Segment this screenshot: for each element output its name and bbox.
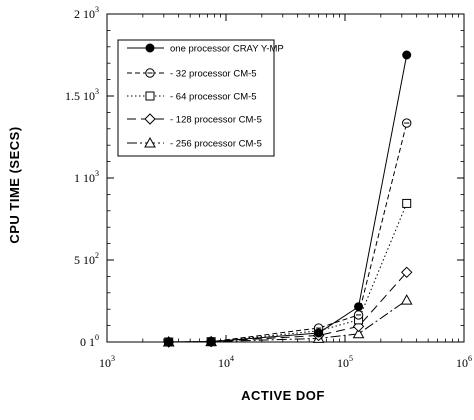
series-3-point [402, 198, 412, 208]
legend: one processor CRAY Y-MP - 32 processor CM… [117, 39, 284, 157]
series-1-point [206, 337, 216, 347]
series-5-point [400, 294, 413, 305]
series-1-point [402, 50, 412, 60]
legend-marker-1 [145, 43, 155, 53]
series-1-point [354, 302, 364, 312]
series-line-3 [168, 203, 408, 343]
y-tick-label: 1 103 [74, 169, 99, 185]
y-tick-label: 1.5 103 [65, 87, 99, 103]
series-5-point [352, 327, 365, 339]
legend-box [117, 39, 275, 157]
x-tick-label: 103 [99, 354, 115, 370]
x-tick-label: 105 [337, 354, 353, 370]
legend-marker-3 [145, 91, 155, 101]
series-line-4 [168, 271, 408, 343]
y-axis-title: CPU TIME (SECS) [7, 126, 22, 243]
series-1-point [164, 337, 174, 347]
series-4-point [400, 266, 413, 279]
legend-marker-4 [144, 113, 156, 125]
y-tick-label: 2 103 [74, 5, 99, 21]
x-tick-label: 106 [456, 354, 472, 370]
series-markers [162, 50, 413, 348]
legend-marker-5 [144, 136, 156, 148]
legend-label-3: - 64 processor CM-5 [170, 92, 257, 103]
axis-ticks: 103 104 105 106 0 10 5 102 1 103 1.5 103 2 103 [65, 5, 472, 370]
y-tick-label: 0 10 [80, 333, 99, 349]
y-tick-label: 5 102 [74, 251, 99, 267]
legend-label-4: - 128 processor CM-5 [170, 115, 262, 126]
legend-label-2: - 32 processor CM-5 [170, 69, 257, 80]
legend-label-5: - 256 processor CM-5 [170, 139, 262, 150]
x-tick-label: 104 [218, 354, 234, 370]
series-1-point [314, 328, 324, 338]
x-axis-title: ACTIVE DOF [241, 388, 325, 403]
legend-label-1: one processor CRAY Y-MP [170, 44, 284, 55]
